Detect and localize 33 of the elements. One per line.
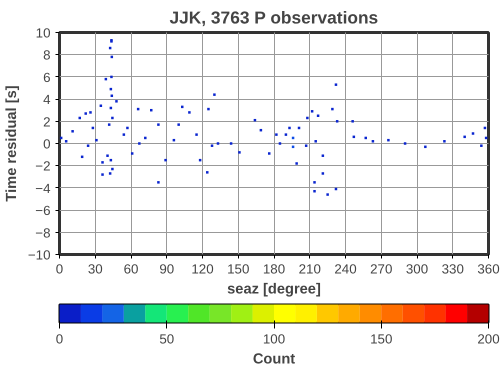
y-tick-label: −2: [35, 158, 51, 174]
x-tick-label: 240: [334, 262, 357, 276]
y-axis-title: Time residual [s]: [4, 85, 20, 202]
y-tick-label: 10: [36, 26, 51, 40]
color-bar-label: 50: [159, 332, 174, 346]
x-tick-label: 60: [124, 262, 138, 276]
y-tick-label: −10: [28, 248, 50, 262]
y-tick-label: 2: [43, 114, 51, 130]
y-tick-label: 0: [43, 136, 51, 152]
x-tick-label: 150: [227, 262, 250, 276]
y-tick-label: 8: [43, 48, 51, 63]
y-tick-label: −4: [35, 180, 52, 196]
color-bar-label: 100: [262, 332, 286, 346]
y-tick-label: 6: [43, 70, 51, 85]
x-tick-label: 180: [262, 262, 286, 276]
x-tick-label: 210: [298, 262, 321, 276]
y-tick-label: −6: [35, 203, 51, 218]
x-tick-label: 300: [406, 262, 428, 276]
color-bar-title: Count: [252, 352, 296, 368]
x-tick-label: 120: [191, 262, 214, 276]
color-bar-label: 200: [477, 332, 500, 346]
color-bar-label: 150: [370, 332, 392, 346]
x-tick-label: 30: [88, 262, 103, 276]
chart-title: JJK, 3763 P observations: [170, 8, 378, 28]
x-tick-label: 360: [477, 262, 500, 276]
x-tick-label: 270: [370, 262, 392, 276]
x-tick-label: 0: [56, 262, 64, 276]
x-axis-title: seaz [degree]: [227, 282, 321, 298]
color-bar-label: 0: [56, 332, 64, 346]
x-tick-label: 330: [442, 262, 464, 276]
y-tick-label: −8: [35, 225, 51, 240]
y-tick-label: 4: [43, 92, 52, 108]
x-tick-label: 90: [159, 262, 174, 276]
